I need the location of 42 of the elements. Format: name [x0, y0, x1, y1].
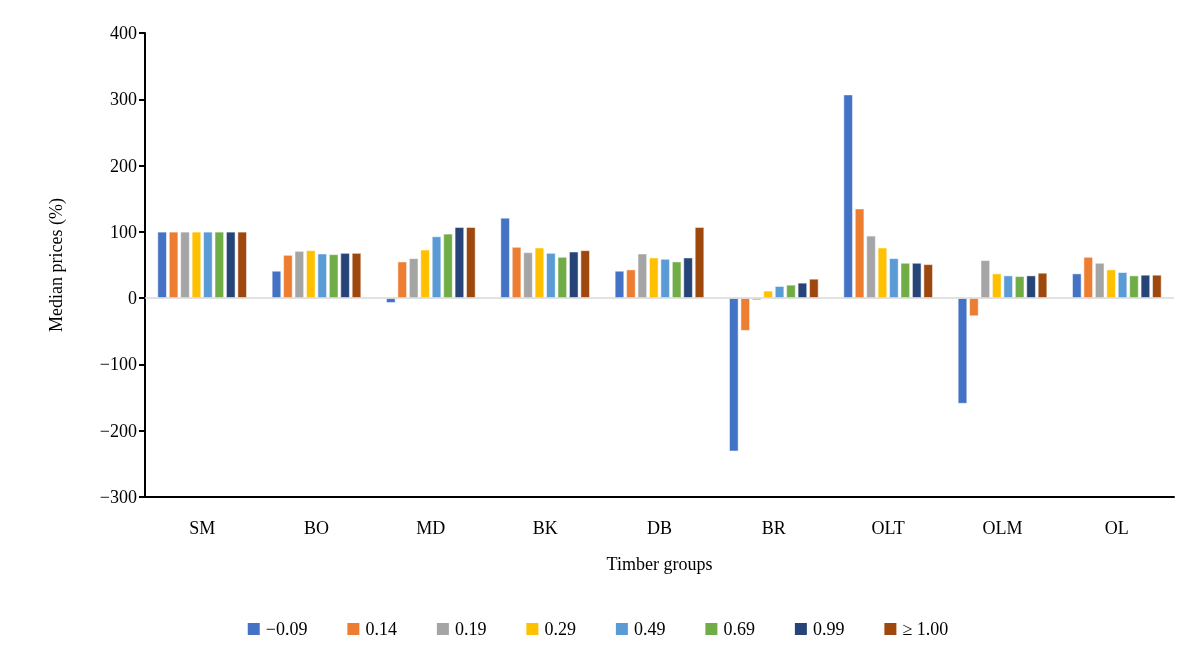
- x-tick-label: DB: [646, 518, 673, 538]
- legend-label: −0.09: [265, 619, 308, 639]
- y-tick-label: −200: [99, 420, 137, 441]
- x-tick-label: SM: [189, 518, 216, 538]
- y-tick-label: −100: [99, 354, 137, 375]
- legend-label: 0.69: [723, 619, 755, 639]
- x-tick-label: BO: [303, 518, 330, 538]
- y-tick-label: −300: [99, 487, 137, 507]
- x-tick-label: OL: [1104, 518, 1129, 538]
- y-tick-label: 300: [110, 89, 137, 110]
- bar: [843, 94, 853, 299]
- y-tick-label: 400: [110, 23, 137, 43]
- x-tick-label: OLT: [871, 518, 905, 538]
- legend-label: 0.99: [812, 619, 845, 639]
- legend-label: ≥ 1.00: [902, 619, 949, 639]
- bar: [1037, 272, 1048, 299]
- bar: [397, 261, 407, 299]
- x-tick-label: OLM: [982, 518, 1023, 538]
- x-axis-title: Timber groups: [606, 554, 713, 574]
- legend-label: 0.29: [544, 619, 576, 639]
- bar: [809, 278, 819, 299]
- bar: [969, 298, 979, 317]
- bar: [157, 231, 167, 299]
- x-tick-label: MD: [416, 518, 446, 538]
- y-tick-label: 0: [128, 288, 137, 309]
- legend-label: 0.14: [365, 619, 397, 639]
- bar: [957, 298, 968, 404]
- y-axis-title: Median prices (%): [46, 198, 67, 332]
- bar: [614, 270, 625, 299]
- legend-label: 0.19: [454, 619, 487, 639]
- bar: [271, 270, 282, 299]
- x-tick-label: BR: [761, 518, 786, 538]
- bar: [1152, 274, 1162, 299]
- x-tick-label: BK: [532, 518, 558, 538]
- legend-label: 0.49: [633, 619, 666, 639]
- y-tick-label: 200: [110, 155, 137, 176]
- bar: [351, 253, 362, 299]
- bar: [500, 217, 510, 299]
- y-tick-label: 100: [110, 221, 137, 242]
- bar: [694, 227, 705, 299]
- bar: [466, 227, 476, 299]
- bar: [980, 260, 990, 299]
